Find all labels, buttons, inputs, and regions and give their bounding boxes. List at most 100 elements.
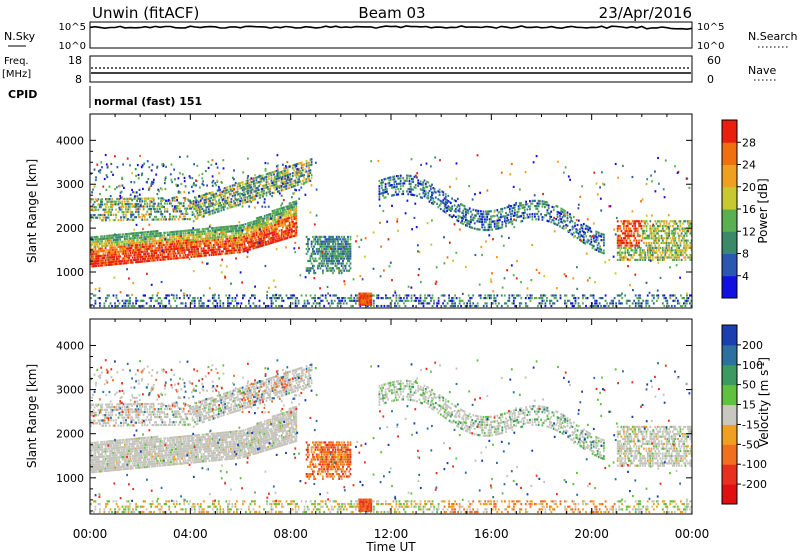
power-cell <box>447 194 450 197</box>
power-cell <box>319 238 322 241</box>
power-cell <box>302 183 305 186</box>
power-cell <box>427 194 430 197</box>
power-cell <box>310 163 313 166</box>
power-cell <box>289 181 292 184</box>
power-cell <box>676 302 679 305</box>
power-cell <box>225 294 228 297</box>
power-cell <box>293 203 295 206</box>
power-cell <box>252 230 255 233</box>
power-cell <box>338 245 341 248</box>
power-cell <box>494 302 497 305</box>
power-cell <box>329 238 332 241</box>
power-cell <box>105 163 108 166</box>
power-cell <box>268 232 271 235</box>
power-cell <box>192 200 195 203</box>
power-cell <box>225 189 228 192</box>
power-cell <box>189 253 192 256</box>
power-cell <box>140 241 143 244</box>
power-cell <box>333 250 336 253</box>
nsky-tick-top: 10^5 <box>59 22 86 33</box>
power-cell <box>232 237 234 240</box>
power-cell <box>252 302 255 305</box>
power-cell <box>451 208 453 211</box>
power-cell <box>172 257 175 260</box>
power-cell <box>211 234 214 237</box>
power-cell <box>145 248 148 251</box>
power-cell <box>493 294 496 297</box>
power-cell <box>307 175 309 178</box>
power-cell <box>122 252 125 255</box>
power-cell <box>585 297 587 300</box>
power-cell <box>506 214 509 217</box>
power-cell <box>484 302 487 305</box>
power-cell <box>149 230 152 233</box>
power-cell <box>158 234 161 237</box>
power-cell <box>281 231 284 234</box>
power-cell <box>181 251 184 254</box>
power-cell <box>221 198 224 201</box>
power-cell <box>294 188 296 191</box>
power-cell <box>250 245 253 248</box>
power-cell <box>94 236 97 239</box>
power-cell <box>184 218 186 221</box>
power-cell <box>284 188 287 191</box>
power-cell <box>219 228 222 231</box>
power-cell <box>327 262 329 265</box>
power-cell <box>348 264 351 267</box>
power-cell <box>169 233 171 236</box>
power-cell <box>123 240 126 243</box>
power-cell <box>207 210 210 214</box>
power-cell <box>208 241 211 245</box>
power-cell <box>337 245 339 248</box>
power-cell <box>633 254 635 257</box>
power-cell <box>100 200 102 203</box>
power-cell <box>122 259 125 263</box>
power-cell <box>183 297 186 300</box>
power-cell <box>295 234 298 237</box>
power-cell <box>271 219 274 222</box>
power-cell <box>204 254 206 257</box>
power-cell <box>244 193 247 196</box>
power-cell <box>354 302 357 305</box>
power-cell <box>689 302 691 305</box>
power-cell <box>95 243 98 246</box>
power-cell <box>198 252 201 255</box>
power-cell <box>637 299 640 302</box>
power-cell <box>191 248 194 251</box>
power-cell <box>487 213 490 216</box>
power-cell <box>145 302 148 305</box>
power-cell <box>113 203 116 206</box>
power-cell <box>571 220 574 223</box>
power-cell <box>515 294 518 297</box>
power-cell <box>324 264 327 267</box>
power-cell <box>206 192 209 196</box>
power-cell <box>270 232 273 235</box>
power-cell <box>594 240 596 243</box>
power-cell <box>225 235 228 238</box>
power-cell <box>636 297 639 300</box>
power-cell <box>148 242 151 246</box>
power-cell <box>520 302 523 305</box>
power-cell <box>137 216 140 219</box>
power-cell <box>518 207 521 210</box>
power-cell <box>582 236 585 239</box>
power-cell <box>120 245 123 248</box>
power-cell <box>161 206 163 209</box>
power-cell <box>97 250 100 253</box>
power-cell <box>544 294 547 297</box>
power-cell <box>165 210 167 213</box>
power-cell <box>338 252 341 255</box>
power-cell <box>118 236 120 239</box>
power-cell <box>447 205 450 208</box>
power-cell <box>408 182 411 185</box>
power-cell <box>90 198 92 201</box>
power-cell <box>345 250 348 253</box>
power-cell <box>294 212 297 215</box>
power-cell <box>160 244 162 247</box>
power-cell <box>278 217 281 220</box>
power-cell <box>595 235 598 238</box>
power-cell <box>269 193 272 196</box>
power-cell <box>245 232 248 235</box>
power-cell <box>369 303 372 306</box>
power-cell <box>529 200 531 203</box>
